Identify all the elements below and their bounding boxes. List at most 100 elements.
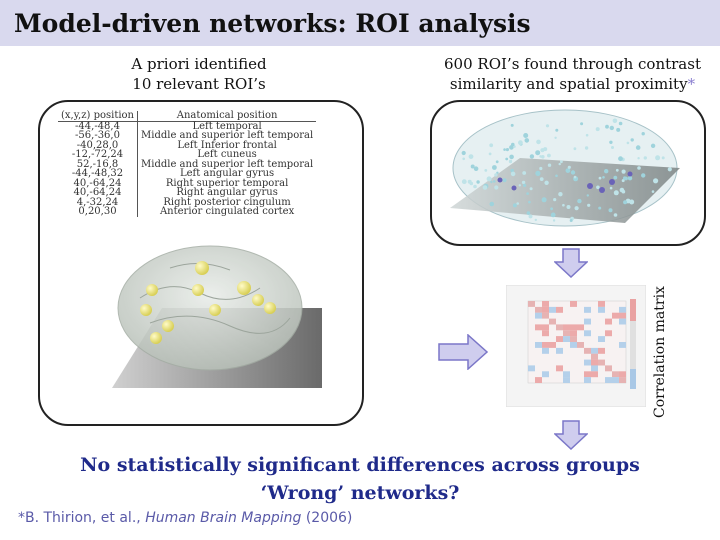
parcel-dot (540, 148, 545, 153)
parcel-dot (508, 159, 513, 164)
matrix-cell (591, 371, 598, 378)
table-row: 0,20,30 Anterior cingulated cortex (58, 207, 316, 217)
parcel-dot (619, 187, 625, 193)
matrix-cell (619, 342, 626, 348)
roi-sphere (195, 261, 209, 275)
roi-col-position: (x,y,z) position (58, 111, 138, 122)
roi-anatomy: Middle and superior left temporal (141, 158, 314, 170)
matrix-cell (598, 301, 605, 307)
roi-coord: 40,-64,24 (58, 188, 138, 198)
table-row: 40,-64,24 Right angular gyrus (58, 188, 316, 198)
parcel-dot (536, 139, 541, 145)
parcel-dot (547, 163, 552, 167)
matrix-cell (584, 330, 591, 337)
matrix-cell (528, 365, 535, 372)
citation-suffix: (2006) (301, 510, 353, 526)
parcel-dot (586, 194, 589, 197)
parcel-dot (555, 174, 558, 178)
parcel-dot (495, 160, 499, 164)
roi-coord: -12,-72,24 (58, 150, 138, 160)
parcel-dot (623, 176, 627, 180)
parcel-dot (609, 186, 613, 190)
parcel-dot (653, 178, 659, 184)
matrix-cell (612, 371, 619, 378)
parcel-dot (562, 203, 565, 207)
matrix-cell (542, 347, 549, 354)
parcel-dot (484, 169, 488, 172)
roi-coord: 0,20,30 (58, 207, 138, 217)
parcel-dot (569, 219, 573, 222)
parcel-dot (627, 176, 633, 181)
slide-title: Model-driven networks: ROI analysis (14, 9, 531, 38)
roi-coord: -56,-36,0 (58, 131, 138, 141)
parcel-dot (621, 169, 626, 174)
roi-anatomy: Right superior temporal (165, 177, 289, 189)
roi-anatomy: Left Inferior frontal (177, 139, 277, 151)
conclusion-line2: ‘Wrong’ networks? (260, 482, 460, 504)
parcel-dot (602, 176, 605, 179)
parcel-dot (605, 124, 609, 129)
matrix-cell (612, 377, 619, 383)
roi-sphere (162, 320, 174, 332)
roi-anatomy: Right angular gyrus (176, 187, 278, 198)
citation: *B. Thirion, et al., Human Brain Mapping… (18, 510, 352, 526)
matrix-cell (584, 318, 591, 325)
roi-coord: 4,-32,24 (58, 197, 138, 207)
parcel-dot (555, 128, 559, 132)
parcel-dot (502, 178, 507, 183)
roi-col-anatomy: Anatomical position (137, 111, 317, 122)
matrix-cells (528, 301, 626, 383)
parcel-dot (566, 205, 571, 209)
roi-sphere (140, 304, 152, 316)
parcel-dot (510, 123, 514, 127)
matrix-cell (598, 347, 605, 354)
colorbar-low (630, 369, 636, 389)
parcel-dot (618, 121, 623, 126)
parcel-dot (482, 185, 488, 190)
parcel-dot (608, 208, 613, 213)
roi-coord: 52,-16,8 (58, 159, 138, 169)
parcel-dot (573, 175, 577, 179)
parcel-dot (534, 218, 537, 222)
parcel-dot (580, 122, 584, 126)
table-row: 52,-16,8 Middle and superior left tempora… (58, 158, 316, 170)
parcel-dot (595, 127, 600, 132)
parcel-dot (470, 164, 475, 169)
matrix-cell (598, 359, 605, 366)
parcel-dot (510, 171, 516, 177)
matrix-cell (591, 359, 598, 366)
roi-coord: -40,28,0 (58, 140, 138, 150)
parcel-dot (641, 173, 646, 178)
matrix-cell (563, 330, 570, 337)
highlight-parcel (497, 177, 503, 183)
parcel-dot (528, 200, 531, 204)
highlight-parcel (627, 171, 633, 177)
parcel-dot (511, 142, 515, 147)
roi-table: (x,y,z) position Anatomical position -44… (58, 111, 317, 217)
matrix-cell (605, 318, 612, 325)
highlight-parcel (587, 183, 593, 189)
parcel-dot (550, 212, 556, 218)
matrix-cell (535, 324, 542, 331)
table-row: -56,-36,0 Middle and superior left tempor… (58, 131, 316, 141)
matrix-cell (612, 312, 619, 319)
matrix-cell (619, 318, 626, 325)
parcel-dot (609, 125, 614, 131)
left-caption: A priori identified 10 relevant ROI’s (104, 54, 294, 94)
matrix-cell (563, 324, 570, 331)
parcel-dot (598, 176, 602, 180)
parcel-dot (539, 155, 542, 158)
right-caption: 600 ROI’s found through contrast similar… (430, 54, 715, 94)
parcel-brain-render (450, 109, 680, 227)
matrix-cell (591, 365, 598, 372)
matrix-cell (556, 324, 563, 331)
parcel-dot (547, 153, 551, 158)
parcel-dot (613, 175, 618, 180)
matrix-cell (535, 306, 542, 313)
matrix-cell (542, 324, 549, 331)
matrix-cell (570, 324, 577, 331)
footnote-marker: * (687, 75, 696, 93)
right-arrow-icon (438, 334, 488, 370)
matrix-cell (542, 312, 549, 319)
matrix-cell (549, 342, 556, 348)
